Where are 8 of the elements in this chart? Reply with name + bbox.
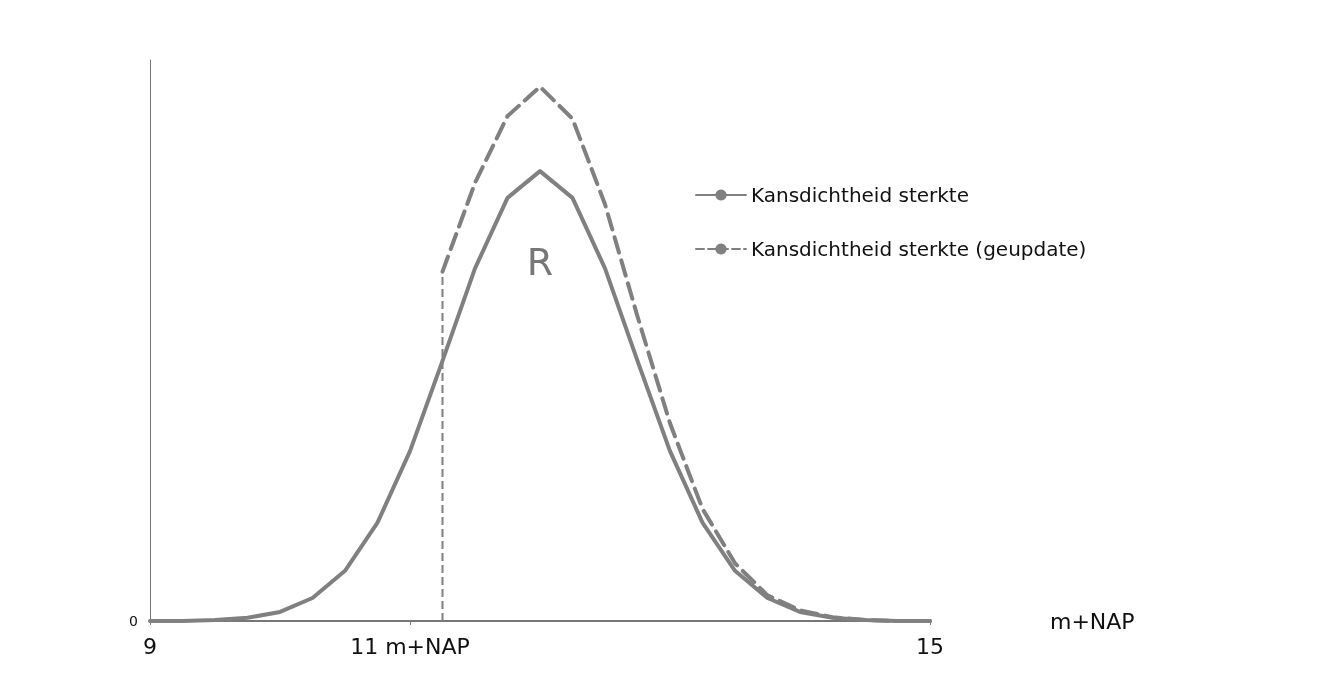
x-tick-label: 9 — [143, 633, 157, 659]
x-axis-title: m+NAP — [1050, 608, 1135, 634]
x-tick-label: 15 — [916, 633, 944, 659]
legend-label: Kansdichtheid sterkte — [751, 183, 969, 207]
text: 0 — [129, 613, 138, 629]
x-tick-label: 11 m+NAP — [350, 633, 470, 659]
legend-label: Kansdichtheid sterkte (geupdate) — [751, 237, 1087, 261]
annotation: R — [526, 240, 554, 284]
